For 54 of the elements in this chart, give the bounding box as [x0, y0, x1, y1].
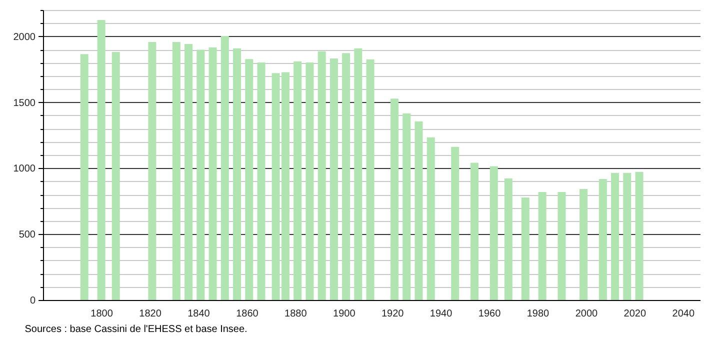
y-tick-label: 1500	[13, 98, 36, 109]
bar	[538, 192, 546, 300]
source-note: Sources : base Cassini de l'EHESS et base Insee.	[24, 324, 248, 335]
bar	[97, 20, 106, 300]
x-tick-label: 1880	[284, 308, 308, 320]
x-tick-label: 2000	[575, 308, 598, 320]
bar	[80, 54, 88, 300]
bar	[366, 59, 374, 300]
y-tick-label: 500	[18, 230, 36, 241]
bar	[414, 121, 423, 300]
bar	[342, 53, 350, 300]
bar	[184, 44, 193, 300]
bar	[402, 113, 411, 300]
x-tick-label: 1800	[90, 308, 114, 320]
y-tick-label: 0	[30, 296, 36, 306]
bar	[558, 192, 566, 300]
x-tick-label: 2040	[672, 308, 695, 320]
bar	[294, 61, 302, 300]
bar	[208, 47, 217, 300]
bar	[306, 62, 314, 300]
x-tick-label: 2020	[624, 308, 646, 320]
bar	[318, 51, 326, 300]
bar	[490, 166, 498, 300]
x-tick-label: 1840	[188, 308, 210, 320]
bar	[521, 197, 530, 300]
y-tick-label: 1000	[13, 164, 36, 175]
bar	[245, 59, 254, 300]
bar	[426, 137, 435, 300]
bar	[635, 172, 644, 300]
bar	[148, 42, 156, 300]
bar	[623, 172, 632, 300]
x-tick-label: 1900	[333, 308, 356, 320]
bar	[330, 58, 338, 300]
bar	[598, 178, 607, 300]
bar	[390, 98, 399, 300]
bar	[451, 146, 460, 300]
bar	[233, 48, 242, 300]
x-tick-label: 1980	[526, 308, 550, 320]
bar	[172, 42, 180, 300]
x-tick-label: 1920	[381, 308, 404, 320]
x-tick-label: 1940	[430, 308, 453, 320]
bar	[196, 50, 205, 300]
bar	[112, 52, 120, 300]
x-tick-label: 1860	[236, 308, 259, 320]
bar	[470, 162, 478, 300]
x-tick-label: 1820	[139, 308, 162, 320]
bar	[580, 189, 588, 300]
bar	[257, 62, 266, 300]
x-tick-label: 1960	[478, 308, 502, 320]
y-tick-label: 2000	[13, 32, 36, 43]
bar	[354, 48, 362, 300]
bar	[611, 172, 620, 300]
bar	[504, 178, 512, 300]
bar	[220, 36, 229, 300]
